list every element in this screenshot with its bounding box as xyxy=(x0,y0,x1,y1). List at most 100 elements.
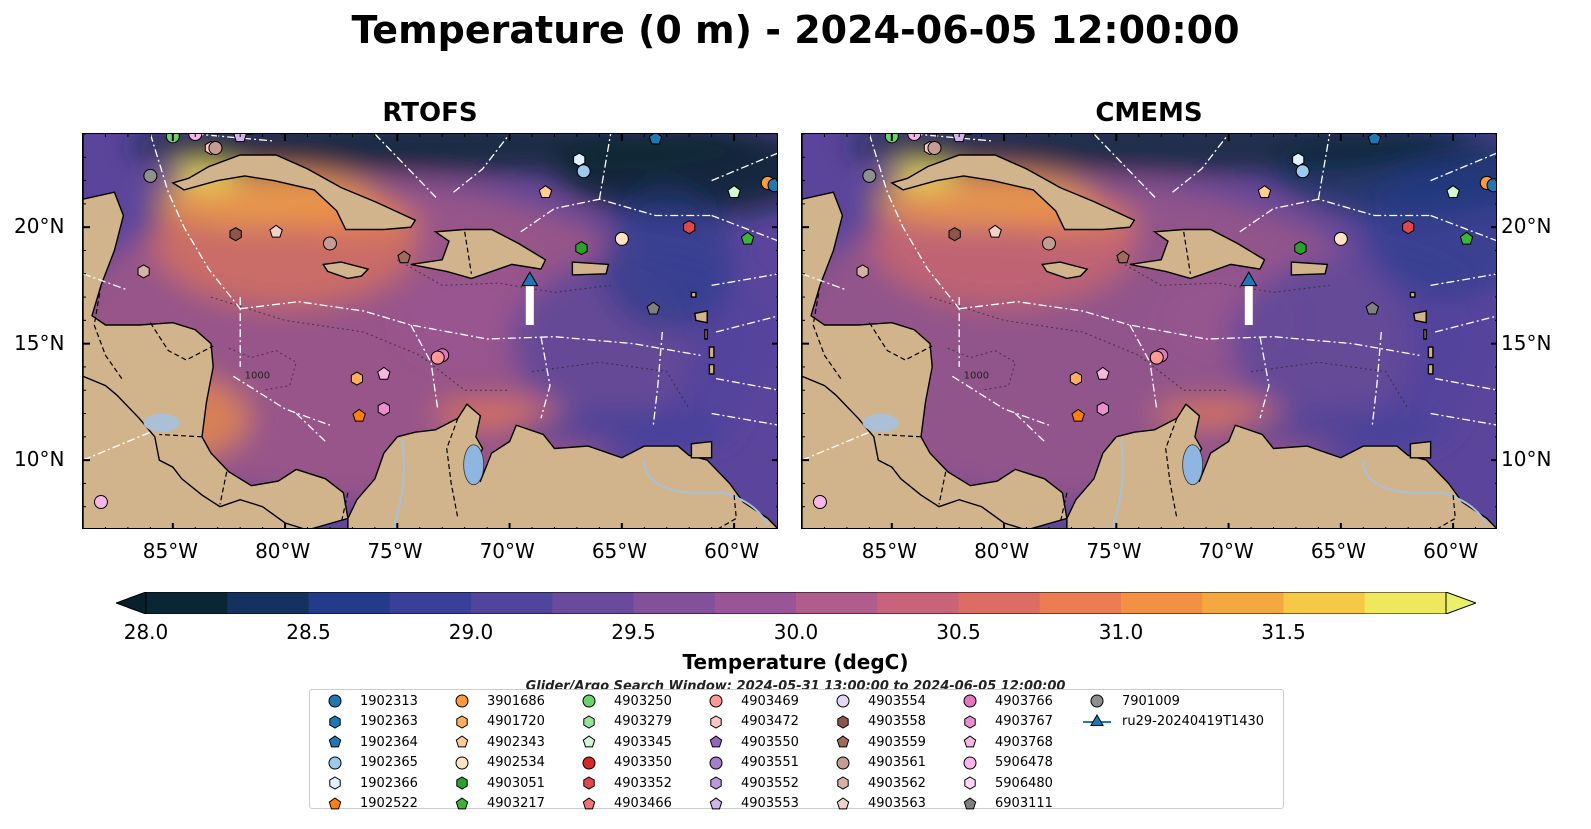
eez-boundary xyxy=(374,134,439,200)
colorbar-segment xyxy=(958,592,1041,614)
country-border xyxy=(159,433,203,438)
legend-label: 4903563 xyxy=(868,796,926,811)
colorbar-segment xyxy=(471,592,553,614)
legend-label: 4903766 xyxy=(995,693,1053,709)
legend-marker-icon xyxy=(328,694,342,708)
legend-marker xyxy=(582,735,596,748)
legend-marker xyxy=(455,756,469,769)
legend-label: 4903561 xyxy=(868,755,926,770)
legend-label: 4903350 xyxy=(614,755,672,770)
country-border xyxy=(340,492,349,524)
legend-marker xyxy=(1090,694,1104,708)
land-polygon xyxy=(1129,228,1266,280)
legend-marker-icon xyxy=(456,714,468,729)
eez-boundary xyxy=(240,301,701,356)
land-polygon xyxy=(1066,403,1496,528)
legend-marker-icon xyxy=(963,735,977,748)
argo-marker-1902522 xyxy=(1071,408,1085,422)
legend-marker-icon xyxy=(582,735,596,748)
land-polygon xyxy=(347,403,777,528)
temperature-patch xyxy=(1363,157,1496,298)
legend-label: 4903552 xyxy=(741,775,799,791)
map-panel-rtofs[interactable]: 1000 xyxy=(82,133,778,529)
legend-label: 1902366 xyxy=(360,775,418,791)
legend-label: 4903767 xyxy=(995,714,1053,729)
legend-label: 7901009 xyxy=(1122,693,1180,709)
legend-label: 5906480 xyxy=(995,775,1053,791)
legend-item: 4903553 xyxy=(701,794,799,814)
legend-marker-icon xyxy=(963,756,977,769)
legend-marker xyxy=(963,735,977,748)
country-border xyxy=(812,285,843,382)
lake-maracaibo xyxy=(463,444,485,486)
colorbar-tick-label: 29.0 xyxy=(448,620,494,644)
lon-tick-label: 70°W xyxy=(479,539,535,563)
colorbar-segment xyxy=(796,592,878,614)
panel-title-rtofs: RTOFS xyxy=(382,98,478,128)
eez-boundary xyxy=(1434,377,1496,391)
glider-track xyxy=(525,283,534,326)
colorbar-segment xyxy=(1283,592,1366,614)
legend-item: 1902364 xyxy=(320,732,418,752)
legend-marker xyxy=(710,776,722,790)
argo-marker-4903559 xyxy=(397,250,411,264)
legend-marker xyxy=(582,694,596,708)
contour-label: 1000 xyxy=(964,371,989,382)
legend-marker-icon xyxy=(455,756,469,769)
argo-marker-4903563 xyxy=(269,224,283,238)
legend-marker-icon xyxy=(582,694,596,708)
lat-tick-label-right: 20°N xyxy=(1501,214,1552,239)
eez-boundary xyxy=(952,375,1050,426)
legend-marker xyxy=(836,735,850,748)
colorbar-segment xyxy=(1039,592,1122,614)
eez-boundary xyxy=(802,273,848,291)
legend-marker xyxy=(456,776,468,790)
legend-item: 4903279 xyxy=(574,712,672,732)
lake-nicaragua xyxy=(143,413,180,432)
legend-label: 1902365 xyxy=(360,755,418,770)
glider-track xyxy=(1244,283,1253,326)
legend-marker xyxy=(328,756,342,769)
legend-item: 4903551 xyxy=(701,753,799,773)
land-polygon xyxy=(83,375,304,528)
legend-marker xyxy=(837,776,849,790)
legend-label: 4903352 xyxy=(614,775,672,791)
land-polygon xyxy=(322,261,370,280)
eez-boundary xyxy=(295,413,326,442)
legend-marker-icon xyxy=(709,796,723,809)
legend-label: 5906478 xyxy=(995,755,1053,770)
argo-marker-4903768 xyxy=(377,366,391,380)
legend-label: 4902534 xyxy=(487,755,545,770)
legend-item: 4903250 xyxy=(574,691,672,711)
argo-marker-4903553 xyxy=(952,134,966,143)
legend-item: 4903466 xyxy=(574,794,672,814)
legend-label: 4903558 xyxy=(868,714,926,729)
eez-boundary xyxy=(83,273,129,291)
legend-label: 1902363 xyxy=(360,714,418,729)
country-border xyxy=(464,231,472,274)
eez-boundary xyxy=(711,152,777,182)
legend-item: 1902366 xyxy=(320,773,418,793)
argo-marker-4903352 xyxy=(683,220,696,235)
argo-marker-1902364 xyxy=(648,134,663,145)
eez-boundary xyxy=(1434,315,1496,333)
argo-marker-1902365 xyxy=(576,164,591,179)
argo-marker-4903561 xyxy=(208,140,223,155)
temperature-patch xyxy=(397,273,533,367)
land-polygon xyxy=(890,154,1136,231)
map-panel-cmems[interactable]: 1000 xyxy=(801,133,1497,529)
eez-boundary xyxy=(1371,331,1382,426)
country-border xyxy=(938,471,947,505)
colorbar-segment xyxy=(877,592,959,614)
argo-marker-4903558 xyxy=(229,227,242,242)
argo-marker-1902522 xyxy=(352,408,366,422)
eez-boundary xyxy=(1239,198,1431,233)
argo-marker-4901720 xyxy=(350,371,363,386)
argo-marker-4903345 xyxy=(1446,185,1460,198)
legend-label: 1902522 xyxy=(360,796,418,811)
legend-label: 4903550 xyxy=(741,734,799,750)
legend-marker xyxy=(455,735,469,748)
legend-marker-icon xyxy=(455,694,469,708)
argo-marker-4903553 xyxy=(233,134,247,143)
country-border xyxy=(868,322,933,361)
